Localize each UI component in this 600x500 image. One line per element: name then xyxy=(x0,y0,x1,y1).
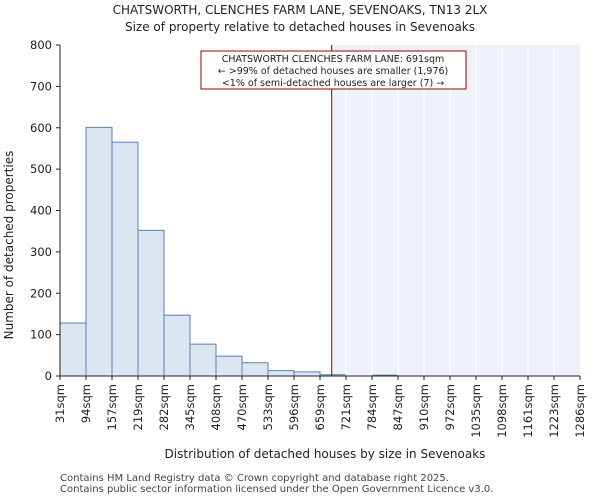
annotation-line-2: ← >99% of detached houses are smaller (1… xyxy=(218,66,449,77)
chart-title: CHATSWORTH, CLENCHES FARM LANE, SEVENOAK… xyxy=(112,3,488,17)
bar xyxy=(59,322,87,377)
x-tick-label: 847sqm xyxy=(391,384,405,430)
y-tick-label: 0 xyxy=(45,369,52,383)
x-tick-label: 345sqm xyxy=(183,384,197,430)
y-axis-label: Number of detached properties xyxy=(2,151,16,340)
bar xyxy=(111,141,139,377)
bar xyxy=(241,362,269,377)
bar xyxy=(189,343,217,377)
annotation-box xyxy=(200,50,467,90)
x-tick-label: 659sqm xyxy=(313,384,327,430)
y-tick-label: 800 xyxy=(30,38,52,52)
footer-line-2: Contains public sector information licen… xyxy=(60,484,494,495)
y-tick-label: 600 xyxy=(30,121,52,135)
y-tick-label: 500 xyxy=(30,162,52,176)
annotation-line-3: <1% of semi-detached houses are larger (… xyxy=(222,78,444,89)
bar xyxy=(137,229,165,377)
x-tick-label: 94sqm xyxy=(79,384,93,423)
x-tick-label: 972sqm xyxy=(443,384,457,430)
x-tick-label: 1161sqm xyxy=(521,384,535,438)
x-axis-label: Distribution of detached houses by size … xyxy=(165,447,486,461)
x-tick-label: 1035sqm xyxy=(469,384,483,438)
annotation-line-1: CHATSWORTH CLENCHES FARM LANE: 691sqm xyxy=(222,54,445,65)
chart-subtitle: Size of property relative to detached ho… xyxy=(124,20,476,34)
y-tick-label: 700 xyxy=(30,79,52,93)
x-tick-label: 31sqm xyxy=(53,384,67,423)
x-tick-label: 596sqm xyxy=(287,384,301,430)
x-tick-label: 1223sqm xyxy=(547,384,561,438)
x-tick-label: 910sqm xyxy=(417,384,431,430)
shaded-region xyxy=(331,45,580,376)
y-tick-label: 200 xyxy=(30,286,52,300)
x-tick-label: 157sqm xyxy=(105,384,119,430)
x-tick-label: 533sqm xyxy=(261,384,275,430)
x-tick-label: 1098sqm xyxy=(495,384,509,438)
bar xyxy=(163,314,191,377)
footer-line-1: Contains HM Land Registry data © Crown c… xyxy=(60,473,449,484)
bar xyxy=(267,370,295,377)
x-tick-label: 470sqm xyxy=(235,384,249,430)
y-tick-label: 300 xyxy=(30,245,52,259)
bar xyxy=(215,355,243,377)
x-tick-label: 219sqm xyxy=(131,384,145,430)
x-tick-label: 784sqm xyxy=(365,384,379,430)
x-tick-label: 282sqm xyxy=(157,384,171,430)
axes-group: 0 100 200 300 400 500 600 700 800 31sqm 94sqm 157sq… xyxy=(30,38,587,438)
bar xyxy=(85,126,113,377)
bar xyxy=(293,371,321,377)
y-tick-label: 100 xyxy=(30,328,52,342)
x-tick-label: 408sqm xyxy=(209,384,223,430)
x-tick-label: 721sqm xyxy=(339,384,353,430)
x-tick-label: 1286sqm xyxy=(573,384,587,438)
y-tick-label: 400 xyxy=(30,204,52,218)
bars-group xyxy=(59,126,399,377)
